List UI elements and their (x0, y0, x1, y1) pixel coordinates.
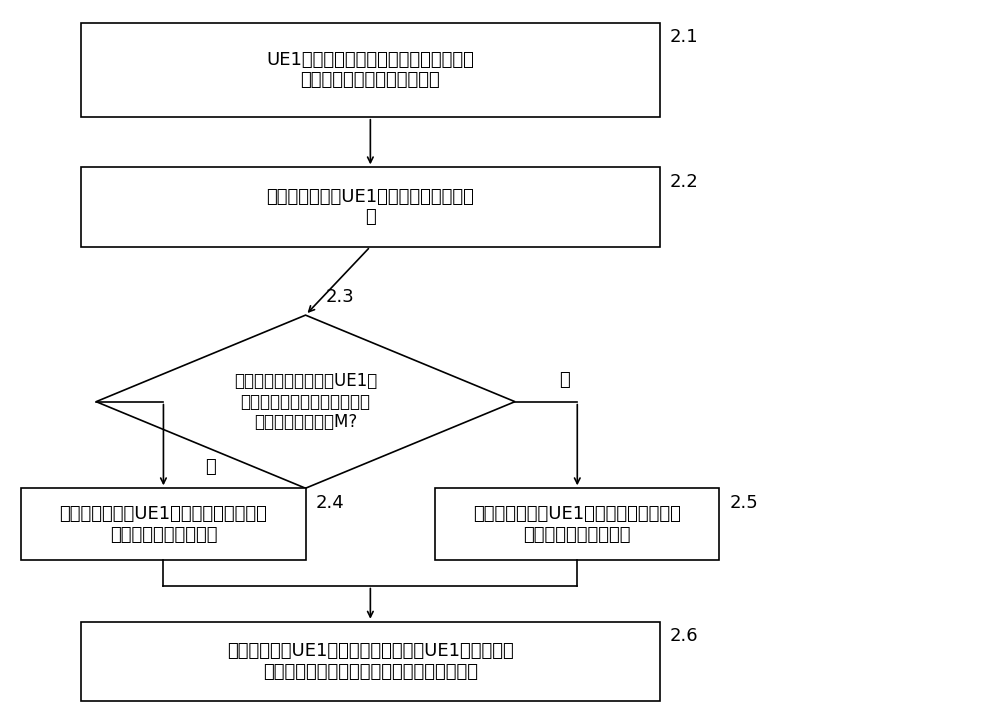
FancyBboxPatch shape (21, 488, 306, 560)
FancyBboxPatch shape (81, 23, 660, 117)
FancyBboxPatch shape (81, 167, 660, 247)
Text: 2.5: 2.5 (729, 494, 758, 512)
FancyBboxPatch shape (435, 488, 719, 560)
Text: 网络侧设备确定UE1上行控制信道的发射
方式为双天线发射方式: 网络侧设备确定UE1上行控制信道的发射 方式为双天线发射方式 (473, 505, 681, 544)
Text: 2.3: 2.3 (325, 288, 354, 306)
Text: 2.6: 2.6 (670, 627, 698, 645)
Text: 网络侧设备确定UE1上行控制信道的发射
方式为单天线发射方式: 网络侧设备确定UE1上行控制信道的发射 方式为单天线发射方式 (59, 505, 267, 544)
FancyBboxPatch shape (81, 622, 660, 701)
Text: 网络侧设备获取UE1的上行信道的质量信
息: 网络侧设备获取UE1的上行信道的质量信 息 (266, 188, 474, 227)
Text: 网络侧设备判断获取的UE1的
上行信道的质量信息是否大于
第一预设质量阈值M?: 网络侧设备判断获取的UE1的 上行信道的质量信息是否大于 第一预设质量阈值M? (234, 372, 377, 432)
Text: 网络侧设备向UE1发送下行信令，指示UE1在上行控制
信道采用网络侧设备确定的发射方式进行发射: 网络侧设备向UE1发送下行信令，指示UE1在上行控制 信道采用网络侧设备确定的发… (227, 642, 514, 681)
Text: UE1向网络侧设备发送上行信令，该上行
信令用于上报终端的能力信息: UE1向网络侧设备发送上行信令，该上行 信令用于上报终端的能力信息 (266, 51, 474, 89)
Polygon shape (96, 315, 515, 488)
Text: 否: 否 (559, 371, 570, 389)
Text: 是: 是 (205, 458, 216, 476)
Text: 2.1: 2.1 (670, 28, 698, 46)
Text: 2.2: 2.2 (670, 173, 698, 190)
Text: 2.4: 2.4 (316, 494, 344, 512)
